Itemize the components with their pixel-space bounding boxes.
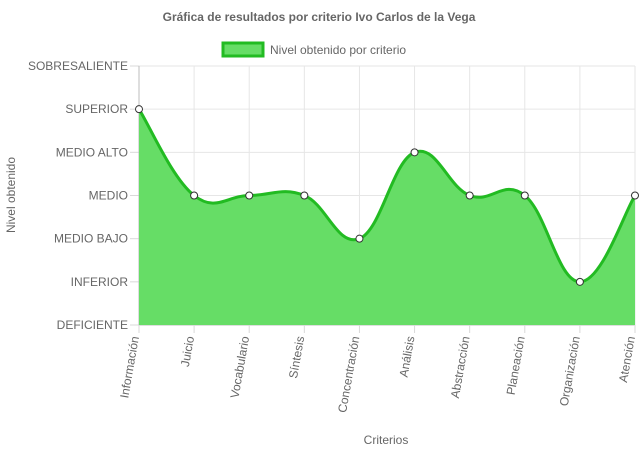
x-axis-title: Criterios [364,433,409,447]
x-tick-label: Información [117,335,142,399]
data-point[interactable] [520,191,529,200]
data-point[interactable] [355,234,364,243]
x-tick-label: Análisis [397,335,418,378]
x-tick-label: Concentración [335,335,362,414]
x-axis-ticks: Información Juicio Vocabulario Síntesis Conc… [117,335,638,414]
data-point[interactable] [631,191,639,200]
data-point[interactable] [575,277,584,286]
x-tick-label: Vocabulario [227,335,252,400]
series-area [139,109,635,326]
data-point[interactable] [135,105,143,114]
data-point[interactable] [465,191,474,200]
data-point[interactable] [300,191,309,200]
y-tick-label: MEDIO BAJO [54,232,128,246]
y-tick-label: SUPERIOR [65,102,128,116]
x-tick-label: Organización [557,335,583,407]
series-line [137,108,637,284]
data-point[interactable] [410,148,419,157]
series-layer [137,108,637,326]
x-tick-label: Síntesis [286,335,307,379]
y-tick-label: DEFICIENTE [57,318,128,332]
y-tick-label: INFERIOR [71,275,129,289]
data-point[interactable] [190,191,199,200]
legend-swatch[interactable] [221,41,265,58]
y-tick-label: MEDIO ALTO [56,145,128,159]
x-tick-label: Abstracción [448,335,473,399]
y-tick-label: SOBRESALIENTE [28,59,128,73]
chart-title: Gráfica de resultados por criterio Ivo C… [163,10,476,24]
y-axis-ticks: DEFICIENTE INFERIOR MEDIO BAJO MEDIO MEDIO A… [28,59,128,332]
legend[interactable]: Nivel obtenido por criterio [221,41,406,58]
y-axis-title: Nivel obtenido [4,157,18,233]
data-points [135,105,639,286]
x-tick-label: Atención [616,335,638,383]
x-tick-label: Planeación [504,335,528,396]
y-tick-label: MEDIO [89,189,128,203]
data-point[interactable] [245,191,254,200]
x-tick-label: Juicio [178,335,197,368]
legend-label[interactable]: Nivel obtenido por criterio [270,43,406,57]
